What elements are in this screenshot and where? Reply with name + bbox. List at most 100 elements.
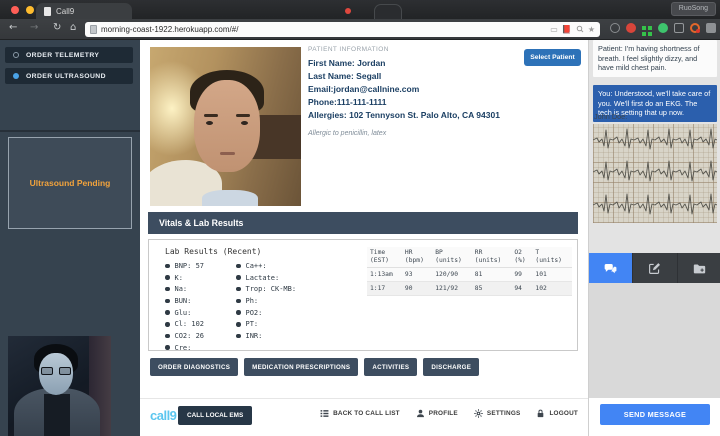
bullet-icon xyxy=(165,322,170,327)
col-bp: BP (units) xyxy=(432,247,472,268)
lab-item: Ca++: xyxy=(236,260,296,272)
lab-item: CO2: 26 xyxy=(165,330,204,342)
col-time: Time (EST) xyxy=(367,247,402,268)
order-ultrasound-button[interactable]: ORDER ULTRASOUND xyxy=(5,68,133,84)
address-bar[interactable]: morning-coast-1922.herokuapp.com/#/ ▭ 📕 … xyxy=(85,22,600,37)
labs-title: Lab Results (Recent) xyxy=(165,247,262,256)
minimize-window-button[interactable] xyxy=(26,6,34,14)
recording-indicator-icon xyxy=(345,8,351,14)
bookmark-star-icon[interactable]: ★ xyxy=(587,25,595,34)
window-extension-icon[interactable] xyxy=(674,23,684,33)
reader-book-icon[interactable]: 📕 xyxy=(561,25,572,34)
close-window-button[interactable] xyxy=(11,6,19,14)
send-bar: SEND MESSAGE xyxy=(589,398,720,436)
search-icon[interactable] xyxy=(576,25,584,35)
browser-titlebar: Call9 RuoSong xyxy=(0,0,720,19)
bullet-icon xyxy=(165,310,170,315)
patient-last-name: Last Name: Segall xyxy=(308,71,382,81)
ultrasound-pending-status: Ultrasound Pending xyxy=(29,178,111,188)
lab-item: Cre: xyxy=(165,342,204,354)
profile-link[interactable]: PROFILE xyxy=(416,409,458,418)
medication-prescriptions-button[interactable]: MEDICATION PRESCRIPTIONS xyxy=(244,358,359,376)
green-status-icon[interactable] xyxy=(658,23,668,33)
tab-chat[interactable] xyxy=(589,253,634,283)
card-icon[interactable]: ▭ xyxy=(550,25,558,34)
lab-item: Ph: xyxy=(236,295,296,307)
patient-email: Email:jordan@callnine.com xyxy=(308,84,420,94)
lab-item: BNP: 57 xyxy=(165,260,204,272)
bullet-icon xyxy=(236,310,241,315)
bullet-icon xyxy=(165,286,170,292)
webcam-person-shirt xyxy=(44,394,70,436)
tab-files[interactable] xyxy=(678,253,720,283)
chat-tools-tabs xyxy=(589,253,720,283)
home-icon[interactable]: ⌂ xyxy=(70,22,77,33)
patient-right-brow xyxy=(236,114,250,117)
forward-icon[interactable]: → xyxy=(30,22,39,33)
order-telemetry-label: ORDER TELEMETRY xyxy=(26,51,100,59)
patient-phone: Phone:111-111-1111 xyxy=(308,97,387,107)
url-text[interactable]: morning-coast-1922.herokuapp.com/#/ xyxy=(101,25,239,34)
send-message-button[interactable]: SEND MESSAGE xyxy=(600,404,710,425)
col-rr: RR (units) xyxy=(471,247,512,268)
patient-info-heading: PATIENT INFORMATION xyxy=(308,46,389,53)
patient-info-fields: First Name: Jordan Last Name: Segall Ema… xyxy=(308,57,520,122)
refresh-icon[interactable]: ↻ xyxy=(53,22,62,33)
bullet-icon xyxy=(236,263,241,269)
settings-link[interactable]: SETTINGS xyxy=(474,409,521,418)
lab-item: Cl: 102 xyxy=(165,318,204,330)
browser-tab[interactable]: Call9 xyxy=(36,3,132,19)
patient-face xyxy=(194,80,260,172)
chat-bubbles-icon xyxy=(604,263,617,273)
lab-item: Lactate: xyxy=(236,272,296,284)
back-to-call-list-link[interactable]: BACK TO CALL LIST xyxy=(320,409,400,418)
bullet-icon xyxy=(236,333,241,339)
sidebar-divider xyxy=(0,130,140,132)
lab-item: INR: xyxy=(236,330,296,342)
table-row: 1:13am 93 120/90 81 99 101 xyxy=(367,267,572,282)
glasses-right-lens xyxy=(59,367,71,375)
telemetry-status-icon xyxy=(13,52,19,58)
action-buttons-row: ORDER DIAGNOSTICS MEDICATION PRESCRIPTIO… xyxy=(150,358,480,376)
ekg-strip-image[interactable] xyxy=(592,124,718,223)
logout-link[interactable]: LOGOUT xyxy=(536,409,578,418)
chat-message-patient: Patient: I'm having shortness of breath.… xyxy=(593,40,717,77)
table-row: 1:17 90 121/92 85 94 102 xyxy=(367,281,572,296)
labs-right-column: Ca++: Lactate: Trop: CK-MB: Ph: PO2: PT:… xyxy=(236,260,296,342)
browser-profile-button[interactable]: RuoSong xyxy=(670,2,716,16)
select-patient-button[interactable]: Select Patient xyxy=(524,49,581,66)
order-ultrasound-label: ORDER ULTRASOUND xyxy=(26,72,106,80)
tab-compose-note[interactable] xyxy=(633,253,678,283)
webcam-person-face xyxy=(39,353,73,395)
order-diagnostics-button[interactable]: ORDER DIAGNOSTICS xyxy=(150,358,239,376)
back-icon[interactable]: ← xyxy=(9,22,18,33)
patient-video-feed xyxy=(150,47,301,206)
archive-extension-icon[interactable] xyxy=(706,23,716,33)
record-extension-icon[interactable] xyxy=(626,23,636,33)
lab-item: PO2: xyxy=(236,307,296,319)
chat-panel: Patient: I'm having shortness of breath.… xyxy=(588,40,720,436)
loop-extension-icon[interactable] xyxy=(690,23,700,33)
compose-icon xyxy=(649,262,661,274)
bullet-icon xyxy=(165,263,170,269)
call-local-ems-button[interactable]: CALL LOCAL EMS xyxy=(178,406,253,425)
lock-icon xyxy=(538,409,544,418)
new-tab-button[interactable] xyxy=(374,4,402,19)
activities-button[interactable]: ACTIVITIES xyxy=(364,358,418,376)
tab-favicon-icon xyxy=(44,6,51,16)
person-icon xyxy=(416,409,424,418)
order-telemetry-button[interactable]: ORDER TELEMETRY xyxy=(5,47,133,63)
discharge-button[interactable]: DISCHARGE xyxy=(423,358,480,376)
patient-right-eye xyxy=(241,121,248,125)
ultrasound-pending-panel: Ultrasound Pending xyxy=(8,137,132,229)
lab-item: Glu: xyxy=(165,307,204,319)
hangouts-grid-icon[interactable] xyxy=(642,23,652,36)
info-icon[interactable] xyxy=(610,23,620,33)
gear-icon xyxy=(474,409,483,418)
message-input[interactable] xyxy=(589,283,720,398)
lab-item: BUN: xyxy=(165,295,204,307)
ultrasound-status-icon xyxy=(13,73,19,79)
page-doc-icon xyxy=(90,25,97,34)
left-sidebar: ORDER TELEMETRY ORDER ULTRASOUND Ultraso… xyxy=(0,40,140,436)
patient-left-eye xyxy=(206,121,213,125)
